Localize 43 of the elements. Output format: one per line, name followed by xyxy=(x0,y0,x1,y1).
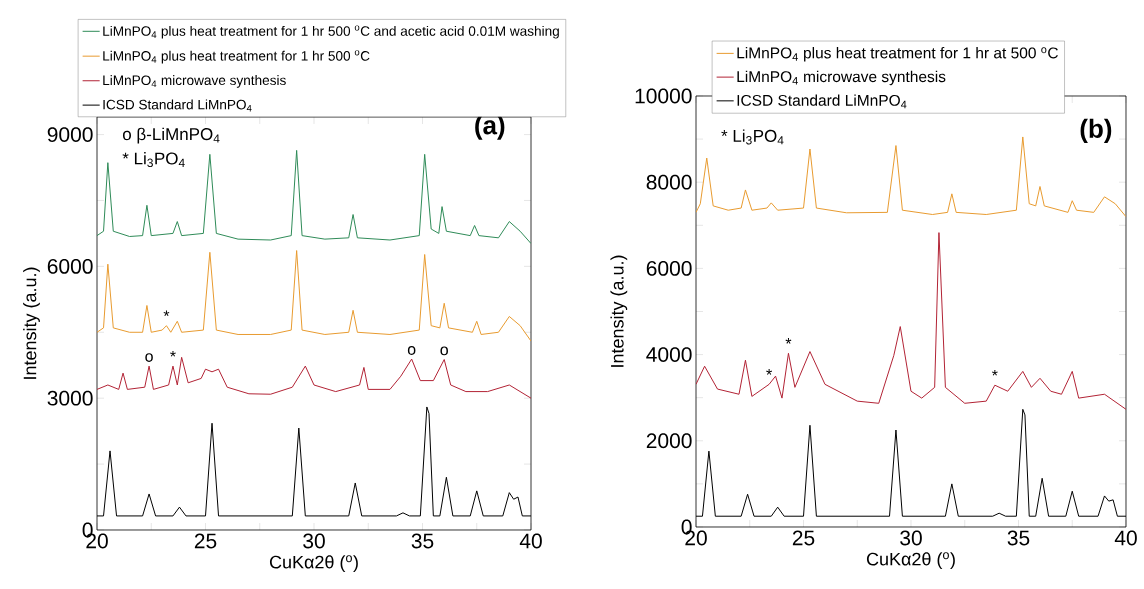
chart-title: (a) xyxy=(475,115,505,140)
legend-label: LiMnPO$_{4}$ microwave synthesis xyxy=(737,70,946,86)
annotation: o β-LiMnPO$_{4}$ xyxy=(122,127,220,144)
x-tick-label: 25 xyxy=(792,530,815,546)
legend-label: LiMnPO$_{4}$ microwave synthesis xyxy=(103,75,286,88)
x-tick-label: 30 xyxy=(900,530,922,546)
text: (b) xyxy=(1080,118,1112,144)
x-tick-label: 35 xyxy=(1007,530,1030,546)
legend-label: ICSD Standard LiMnPO$_{4}$ xyxy=(103,99,252,112)
line-series xyxy=(97,250,531,342)
annotation: * Li$_{3}$PO$_{4}$ xyxy=(122,152,185,168)
annotation: o xyxy=(440,346,448,356)
y-axis-title: Intensity (a.u.) xyxy=(610,255,628,367)
annotation: * xyxy=(785,338,792,344)
annotation: * xyxy=(163,310,170,317)
y-axis-title: Intensity (a.u.) xyxy=(23,267,40,379)
y-tick-label: 10000 xyxy=(635,88,692,104)
y-tick-label: 6000 xyxy=(646,260,692,276)
y-tick-label: 3000 xyxy=(47,390,93,406)
y-tick-label: 2000 xyxy=(646,433,692,449)
y-tick-label: 4000 xyxy=(646,347,692,363)
annotation: o xyxy=(407,346,416,355)
x-axis-title: CuKα2θ ($^{o}$) xyxy=(269,555,358,573)
y-tick-label: 8000 xyxy=(646,174,692,190)
annotation: * xyxy=(766,369,772,375)
annotation: * Li$_{3}$PO$_{4}$ xyxy=(721,129,784,145)
legend-label: LiMnPO$_{4}$ plus heat treatment for 1 hr 500 $^{o}$C xyxy=(103,50,370,64)
legend-label: LiMnPO$_{4}$ plus heat treatment for 1 hr 500 $^{o}$C and acetic acid 0.01M washing xyxy=(103,25,559,39)
y-tick-label: 6000 xyxy=(47,258,93,274)
legend-label: ICSD Standard LiMnPO$_{4}$ xyxy=(737,94,907,109)
line-series xyxy=(97,149,531,245)
x-tick-label: 40 xyxy=(1114,530,1137,546)
x-axis-title: CuKα2θ ($^{o}$) xyxy=(866,552,955,570)
x-tick-label: 35 xyxy=(411,533,434,549)
annotation: * xyxy=(170,350,176,357)
x-tick-label: 25 xyxy=(194,533,217,549)
annotation: * xyxy=(991,369,998,376)
y-tick-label: 9000 xyxy=(47,127,93,142)
legend-label: LiMnPO$_{4}$ plus heat treatment for 1 hr at 500 $^{o}$C xyxy=(737,47,1058,62)
line-series xyxy=(696,232,1126,410)
x-tick-label: 40 xyxy=(519,533,542,549)
x-tick-label: 30 xyxy=(303,533,325,549)
annotation: o xyxy=(145,353,153,362)
